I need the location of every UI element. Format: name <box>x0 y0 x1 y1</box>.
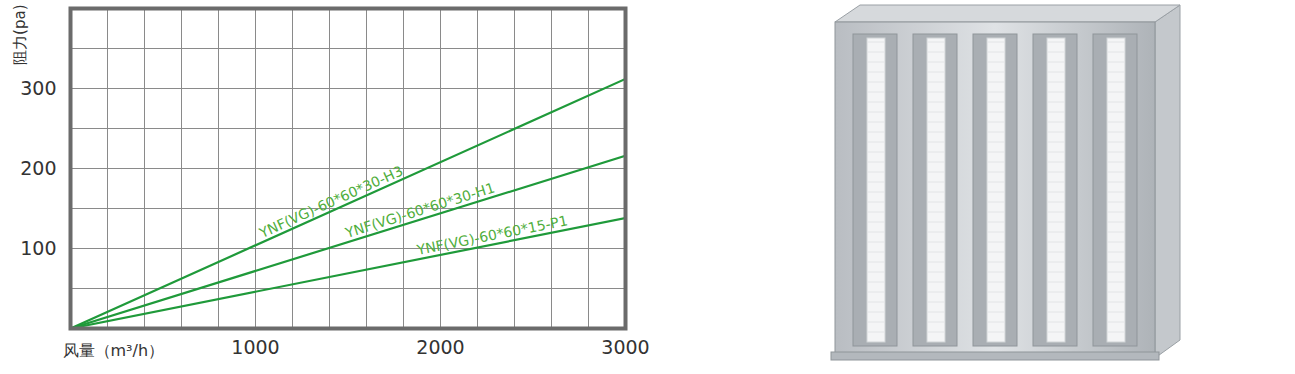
svg-text:YNF(VG)-60*60*15-P1: YNF(VG)-60*60*15-P1 <box>414 212 568 258</box>
svg-text:风量（m³/h）: 风量（m³/h） <box>63 341 165 360</box>
svg-text:200: 200 <box>20 157 56 179</box>
svg-text:YNF(VG)-60*60*30-H1: YNF(VG)-60*60*30-H1 <box>343 179 497 241</box>
svg-text:2000: 2000 <box>416 336 464 358</box>
svg-text:100: 100 <box>20 237 56 259</box>
svg-text:1000: 1000 <box>231 336 279 358</box>
svg-text:YNF(VG)-60*60*30-H3: YNF(VG)-60*60*30-H3 <box>257 162 406 241</box>
svg-text:300: 300 <box>20 77 56 99</box>
svg-text:3000: 3000 <box>601 336 649 358</box>
svg-text:阻力(pa): 阻力(pa) <box>11 5 29 65</box>
